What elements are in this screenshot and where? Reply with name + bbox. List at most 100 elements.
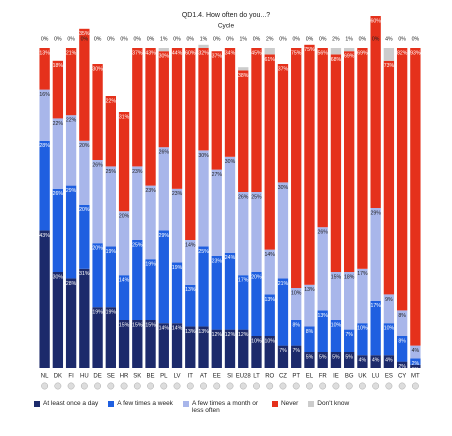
bar-segment [211, 51, 222, 170]
data-label: 13% [304, 287, 315, 293]
data-label: 28% [66, 281, 77, 287]
data-label: 38% [238, 73, 249, 79]
x-tick-label: SK [133, 374, 141, 380]
bar-segment [344, 272, 355, 330]
x-tick-label: LU [372, 374, 380, 380]
data-label: 29% [370, 210, 381, 216]
bar-segment [132, 320, 143, 368]
bar-segment [185, 240, 196, 285]
data-label: 14% [119, 278, 130, 284]
data-label: 1% [412, 367, 420, 373]
bar-segment [65, 278, 77, 368]
x-tick-label: FR [319, 374, 328, 380]
x-tick-label: SE [107, 374, 115, 380]
bar-segment [92, 64, 103, 160]
flag-icon [345, 382, 353, 390]
data-label: 32% [198, 50, 209, 56]
data-label: 69% [357, 50, 368, 56]
bar-segment [383, 60, 395, 295]
data-label: 0% [226, 36, 234, 42]
data-label: 29% [66, 188, 77, 194]
flag-icon [94, 382, 101, 390]
data-label: 26% [53, 191, 64, 197]
x-tick-label: CY [398, 374, 406, 380]
data-label: 56% [317, 50, 328, 56]
data-label: 30% [278, 185, 289, 191]
bar-segment [39, 140, 50, 231]
data-label: 17% [238, 278, 249, 284]
data-label: 5% [306, 354, 314, 360]
flag-icon [253, 382, 260, 390]
data-label: 0% [54, 36, 62, 42]
data-label: 8% [306, 329, 314, 335]
x-tick-label: EU28 [236, 374, 252, 380]
data-label: 25% [198, 249, 209, 255]
bar-segment [277, 182, 289, 279]
bar-segment [185, 326, 196, 368]
bar-segment [383, 355, 395, 368]
bar-segment [105, 246, 116, 308]
data-label: 13% [317, 313, 328, 319]
data-label: 5% [345, 354, 353, 360]
legend-label: Never [280, 400, 299, 407]
x-tick-label: BG [345, 374, 354, 380]
bar-segment [251, 192, 262, 272]
flag-icon [54, 382, 62, 390]
bar-segment [118, 112, 130, 212]
x-tick-label: PL [160, 374, 168, 380]
bar-segment [171, 48, 183, 189]
bar-segment [277, 64, 289, 183]
bar-segment [118, 320, 130, 368]
legend-swatch [182, 401, 189, 407]
bar-segment [52, 272, 64, 368]
data-label: 37% [132, 50, 143, 56]
bar-segment [79, 268, 90, 368]
data-label: 0% [173, 36, 181, 42]
bar-segment [330, 54, 342, 273]
data-label: 14% [185, 242, 196, 248]
data-label: 23% [212, 258, 223, 264]
bar-segment [330, 320, 342, 352]
flag-icon [133, 382, 141, 390]
data-label: 20% [79, 207, 90, 213]
x-tick-label: PT [292, 374, 300, 380]
data-label: 0% [359, 36, 367, 42]
bar-segment [344, 329, 355, 352]
data-label: 37% [212, 54, 223, 60]
flag-icon [160, 382, 168, 390]
x-tick-label: ES [385, 374, 393, 380]
chart-title: QD1.4. How often do you...? [182, 12, 270, 19]
data-label: 18% [53, 63, 64, 69]
bar-segment [132, 240, 143, 320]
data-label: 12% [238, 332, 249, 338]
data-label: 0% [120, 36, 128, 42]
data-label: 5% [332, 354, 340, 360]
flag-icon [292, 382, 300, 390]
flag-icon [398, 382, 406, 390]
data-label: 31% [119, 114, 130, 120]
data-label: 29% [159, 233, 170, 239]
data-label: 21% [66, 50, 77, 56]
bar-segment [224, 329, 236, 368]
bar-segment [145, 185, 156, 260]
legend-swatch [271, 401, 278, 407]
data-label: 25% [106, 169, 117, 175]
data-label: 19% [145, 262, 156, 268]
bar-segment [396, 361, 408, 368]
legend-label: Don't know [317, 400, 350, 407]
bar-segment [383, 323, 395, 356]
data-label: 68% [331, 57, 342, 63]
bar-segment [396, 48, 408, 311]
data-label: 0% [398, 36, 406, 42]
bar-segment [211, 256, 222, 330]
x-tick-label: DK [54, 374, 62, 380]
x-tick-label: BE [147, 374, 155, 380]
bar-segment [370, 300, 381, 356]
bar-segment [92, 243, 103, 308]
data-label: 0% [81, 36, 89, 42]
flag-icon [359, 382, 366, 390]
data-label: 10% [265, 338, 276, 344]
bar-segment [171, 262, 183, 324]
bar-segment [118, 211, 130, 276]
